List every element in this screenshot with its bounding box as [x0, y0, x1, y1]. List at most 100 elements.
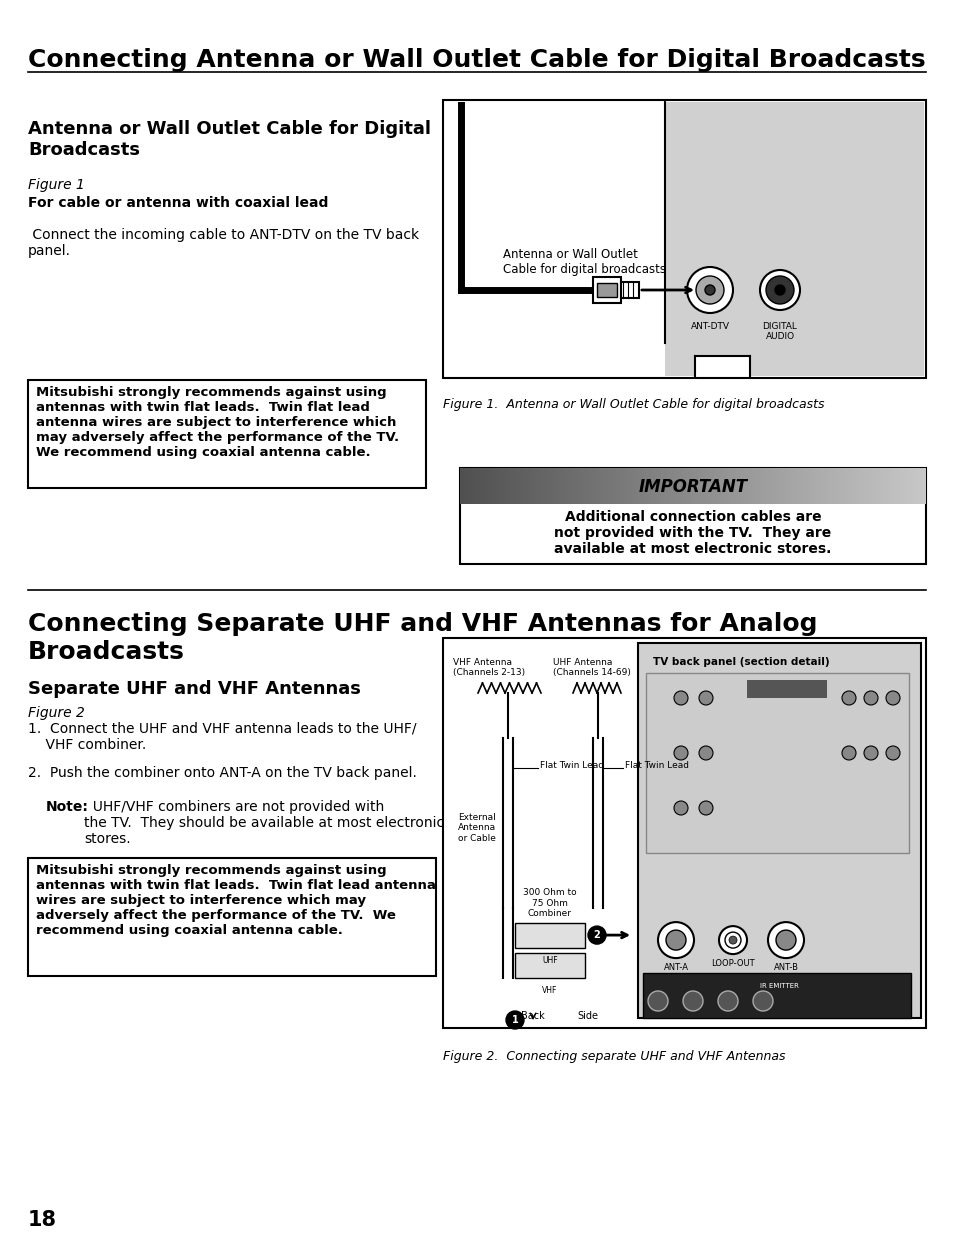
Bar — [903, 468, 904, 504]
Bar — [917, 468, 918, 504]
Text: Additional connection cables are
not provided with the TV.  They are
available a: Additional connection cables are not pro… — [554, 510, 831, 557]
Bar — [690, 468, 691, 504]
Bar — [593, 468, 594, 504]
Bar — [835, 468, 836, 504]
Bar — [652, 468, 654, 504]
Bar — [845, 468, 846, 504]
Bar — [865, 468, 866, 504]
Text: IR EMITTER: IR EMITTER — [759, 983, 798, 989]
Bar — [544, 468, 545, 504]
Bar — [557, 468, 558, 504]
Circle shape — [765, 275, 793, 304]
Bar — [900, 468, 901, 504]
Bar — [620, 282, 639, 298]
Bar — [670, 468, 671, 504]
Bar — [580, 468, 581, 504]
Bar — [849, 468, 850, 504]
Bar — [519, 468, 520, 504]
Bar — [733, 468, 734, 504]
Bar — [462, 468, 463, 504]
Bar — [850, 468, 851, 504]
Bar — [779, 468, 780, 504]
Circle shape — [885, 746, 899, 760]
Bar — [726, 468, 727, 504]
Bar — [754, 468, 755, 504]
Bar — [730, 468, 731, 504]
Bar — [797, 468, 799, 504]
Bar — [564, 468, 565, 504]
Bar — [585, 468, 586, 504]
Bar — [560, 468, 561, 504]
Bar — [558, 468, 559, 504]
Bar — [500, 468, 501, 504]
Bar — [832, 468, 833, 504]
Bar — [464, 468, 465, 504]
Bar — [810, 468, 811, 504]
Bar — [786, 468, 787, 504]
Bar — [921, 468, 923, 504]
Bar — [654, 468, 655, 504]
Bar — [720, 468, 721, 504]
Circle shape — [760, 270, 800, 310]
Bar — [571, 468, 572, 504]
Text: UHF Antenna
(Channels 14-69): UHF Antenna (Channels 14-69) — [553, 658, 630, 678]
Bar — [909, 468, 910, 504]
Bar — [604, 468, 605, 504]
Bar — [784, 468, 785, 504]
Bar — [905, 468, 906, 504]
Bar — [631, 468, 633, 504]
Bar — [908, 468, 909, 504]
Bar — [613, 468, 614, 504]
Text: 300 Ohm to
75 Ohm
Combiner: 300 Ohm to 75 Ohm Combiner — [522, 888, 577, 918]
Bar — [515, 468, 516, 504]
Bar — [704, 468, 705, 504]
Bar — [542, 468, 543, 504]
Bar — [924, 468, 925, 504]
Bar — [623, 468, 624, 504]
Bar — [716, 468, 717, 504]
Bar — [651, 468, 652, 504]
Bar — [511, 468, 512, 504]
Text: External
Antenna
or Cable: External Antenna or Cable — [457, 813, 496, 842]
Bar — [890, 468, 891, 504]
Bar — [880, 468, 882, 504]
Bar — [856, 468, 857, 504]
Bar — [609, 468, 610, 504]
Bar — [769, 468, 770, 504]
Circle shape — [647, 990, 667, 1011]
Bar — [573, 468, 574, 504]
Bar — [644, 468, 645, 504]
Bar — [520, 468, 521, 504]
Bar — [588, 468, 589, 504]
Bar — [874, 468, 875, 504]
Circle shape — [718, 990, 738, 1011]
Bar — [800, 468, 801, 504]
Bar — [523, 468, 524, 504]
Bar — [606, 468, 607, 504]
Bar — [873, 468, 874, 504]
Text: UHF/VHF combiners are not provided with
the TV.  They should be available at mos: UHF/VHF combiners are not provided with … — [84, 800, 444, 846]
Bar — [592, 468, 593, 504]
Bar — [505, 468, 506, 504]
Circle shape — [863, 692, 877, 705]
Circle shape — [775, 930, 795, 950]
Bar — [561, 468, 562, 504]
Bar — [688, 468, 689, 504]
Bar — [897, 468, 898, 504]
Bar — [496, 468, 497, 504]
Bar — [533, 468, 534, 504]
Bar — [624, 468, 625, 504]
Bar — [724, 468, 725, 504]
Bar — [663, 468, 664, 504]
Bar — [803, 468, 804, 504]
Bar — [645, 673, 908, 853]
Bar — [757, 468, 758, 504]
Bar — [735, 468, 737, 504]
Bar — [773, 468, 774, 504]
Bar — [499, 468, 500, 504]
Bar — [497, 468, 498, 504]
Bar — [804, 468, 805, 504]
Bar — [582, 468, 583, 504]
Bar — [559, 468, 560, 504]
Text: Side: Side — [577, 1011, 598, 1021]
